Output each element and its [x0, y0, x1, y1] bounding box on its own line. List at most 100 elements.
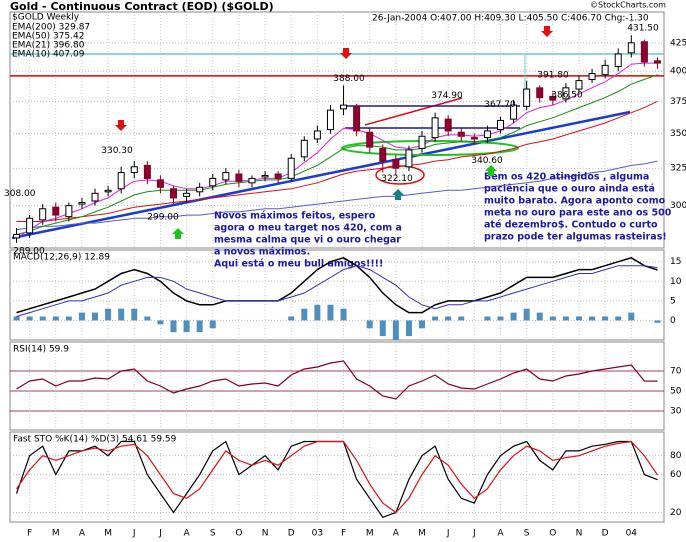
histogram-bar: [562, 316, 569, 321]
candle-body: [65, 205, 73, 218]
candle-body: [549, 95, 557, 101]
x-tick-label: A: [183, 529, 190, 539]
candle-body: [601, 64, 609, 76]
histogram-bar: [497, 316, 504, 321]
histogram-bar: [405, 320, 412, 337]
x-tick-label: A: [497, 529, 504, 539]
histogram-bar: [52, 316, 59, 321]
y-tick-label: 425: [670, 38, 686, 48]
y-tick-label: 20: [670, 508, 682, 518]
candle-body: [431, 117, 439, 139]
legend-entry: EMA(200) 329.87: [12, 23, 90, 33]
histogram-bar: [144, 316, 151, 321]
x-tick-label: D: [602, 529, 609, 539]
candle-body: [248, 177, 256, 184]
x-tick-label: S: [524, 529, 530, 539]
panel-frame: [9, 11, 665, 249]
price-label: 391.80: [537, 70, 569, 80]
histogram-bar: [458, 316, 465, 321]
comment: a novos máximos.: [214, 247, 310, 258]
y-tick-label: 60: [670, 470, 682, 480]
histogram-bar: [78, 312, 85, 321]
y-tick-label: 325: [670, 164, 686, 174]
legend-entry: EMA(10) 407.09: [12, 50, 85, 60]
y-tick-label: 375: [670, 97, 686, 107]
price-label: 308.00: [4, 189, 36, 199]
y-tick-label: 400: [670, 67, 686, 77]
candle-body: [379, 148, 387, 162]
candle-body: [170, 188, 177, 199]
candle-body: [313, 130, 321, 140]
arrow: [340, 48, 352, 59]
ema-line: [16, 74, 658, 235]
candle-body: [209, 177, 217, 187]
x-tick-label: O: [235, 529, 242, 539]
candle-body: [13, 234, 21, 239]
candle-body: [470, 137, 478, 140]
x-tick-label: O: [549, 529, 556, 539]
histogram-bar: [615, 316, 622, 321]
histogram-bar: [536, 312, 543, 321]
candle-body: [222, 172, 230, 181]
candle-body: [235, 173, 243, 182]
histogram-bar: [157, 320, 164, 325]
indicator-line: [16, 256, 658, 314]
histogram-bar: [39, 316, 46, 321]
indicator-line: [16, 360, 658, 400]
histogram-bar: [118, 308, 125, 321]
candle-body: [183, 192, 191, 197]
histogram-bar: [523, 308, 530, 321]
panel-frame: [9, 249, 665, 341]
candle-body: [196, 186, 204, 193]
quote-info: 26-Jan-2004 O:407.00 H:409.30 L:405.50 C…: [372, 14, 649, 24]
histogram-bar: [314, 304, 321, 321]
price-label: 299.00: [147, 213, 179, 223]
price-label: 322.10: [381, 174, 413, 184]
candle-body: [78, 202, 86, 205]
arrow: [541, 26, 553, 37]
indicator-line: [16, 440, 658, 514]
panel-frame: [9, 341, 665, 431]
candle-body: [457, 131, 465, 137]
histogram-bar: [340, 308, 347, 321]
candle-body: [575, 80, 583, 90]
x-tick-label: M: [104, 529, 112, 539]
candle-body: [510, 104, 518, 120]
histogram-bar: [379, 320, 386, 337]
x-tick-label: N: [262, 529, 269, 539]
histogram-bar: [196, 320, 203, 333]
price-label: 340.60: [471, 156, 503, 166]
candle-body: [366, 131, 374, 148]
x-tick-label: J: [446, 529, 450, 539]
indicator-line: [15, 440, 658, 519]
x-tick-label: M: [366, 529, 374, 539]
comment: Aqui está o meu bull amigos!!!!: [214, 259, 383, 270]
panel-title: MACD(12,26,9) 12.89: [13, 253, 110, 263]
panel-frame: [9, 431, 665, 523]
comment: prazo pode ter algumas rasteiras!: [484, 232, 667, 243]
price-label: 330.30: [101, 146, 133, 156]
comment: mesma calma que vi o ouro chegar: [214, 235, 401, 246]
x-tick-label: J: [158, 529, 162, 539]
y-tick-label: 350: [670, 129, 686, 139]
price-label: 289.00: [13, 247, 45, 257]
candle-body: [287, 157, 295, 179]
chart-title: Gold - Continuous Contract (EOD) ($GOLD): [10, 0, 274, 13]
histogram-bar: [301, 308, 308, 321]
histogram-bar: [131, 308, 138, 321]
x-tick-label: 03: [312, 529, 323, 539]
candle-body: [261, 174, 269, 178]
y-tick-label: 10: [670, 277, 682, 287]
comment: paciência que o ouro ainda está: [484, 184, 655, 195]
histogram-bar: [105, 308, 112, 321]
x-tick-label: 04: [626, 529, 638, 539]
legend-entry: EMA(50) 375.42: [12, 32, 84, 42]
comment: até dezembro$. Contudo o curto: [484, 220, 658, 231]
indicator-line: [16, 265, 658, 317]
x-tick-label: N: [576, 529, 583, 539]
y-tick-label: 50: [670, 387, 682, 397]
arrow: [172, 228, 184, 239]
histogram-bar: [209, 320, 216, 329]
candle-body: [405, 149, 413, 168]
arrow: [392, 189, 404, 200]
